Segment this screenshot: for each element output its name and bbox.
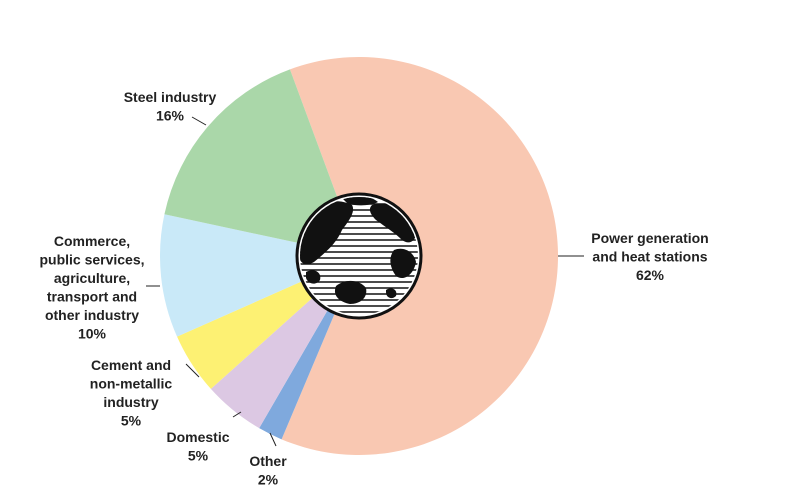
slice-label-line: 5% bbox=[188, 448, 209, 464]
slice-label: Other 2% bbox=[249, 453, 287, 488]
pie-slice bbox=[259, 310, 335, 440]
slice-label-line: Steel industry bbox=[124, 89, 217, 105]
slice-label: Steel industry 16% bbox=[124, 89, 217, 124]
slice-label-line: Cement and bbox=[91, 357, 171, 373]
slice-label-line: and heat stations bbox=[592, 249, 707, 265]
globe-icon bbox=[295, 192, 423, 320]
leader-line bbox=[269, 432, 277, 447]
leader-line bbox=[232, 411, 242, 418]
leader-line bbox=[185, 363, 200, 378]
slice-label-line: 10% bbox=[78, 326, 107, 342]
slice-label-line: Commerce, bbox=[54, 233, 130, 249]
slice-label-line: Other bbox=[249, 453, 287, 469]
slice-label-line: transport and bbox=[47, 289, 137, 305]
slice-label-line: 16% bbox=[156, 108, 185, 124]
slice-label-line: Domestic bbox=[166, 429, 229, 445]
slice-label-line: agriculture, bbox=[54, 270, 130, 286]
slice-label-line: industry bbox=[103, 394, 158, 410]
leader-lines bbox=[146, 116, 584, 447]
slice-label: Cement and non-metallic industry 5% bbox=[90, 357, 173, 429]
slice-label-line: non-metallic bbox=[90, 376, 173, 392]
slice-label: Domestic 5% bbox=[166, 429, 229, 464]
pie-slice bbox=[177, 281, 313, 389]
slice-label-line: 5% bbox=[121, 413, 142, 429]
slice-label-line: Power generation bbox=[591, 230, 708, 246]
pie-slice bbox=[164, 69, 338, 243]
slice-label: Commerce, public services, agriculture, tra… bbox=[39, 233, 144, 342]
slice-label-line: other industry bbox=[45, 307, 139, 323]
pie-slice bbox=[281, 56, 558, 455]
pie-slices bbox=[160, 56, 558, 455]
slice-label: Power generation and heat stations 62% bbox=[591, 230, 708, 283]
slice-label-line: 62% bbox=[636, 267, 665, 283]
pie-slice bbox=[160, 214, 302, 337]
leader-line bbox=[191, 116, 207, 126]
slice-label-line: 2% bbox=[258, 472, 279, 488]
pie-slice bbox=[210, 298, 328, 429]
slice-label-line: public services, bbox=[39, 252, 144, 268]
slice-labels: Power generation and heat stations 62% Othe… bbox=[39, 89, 708, 488]
